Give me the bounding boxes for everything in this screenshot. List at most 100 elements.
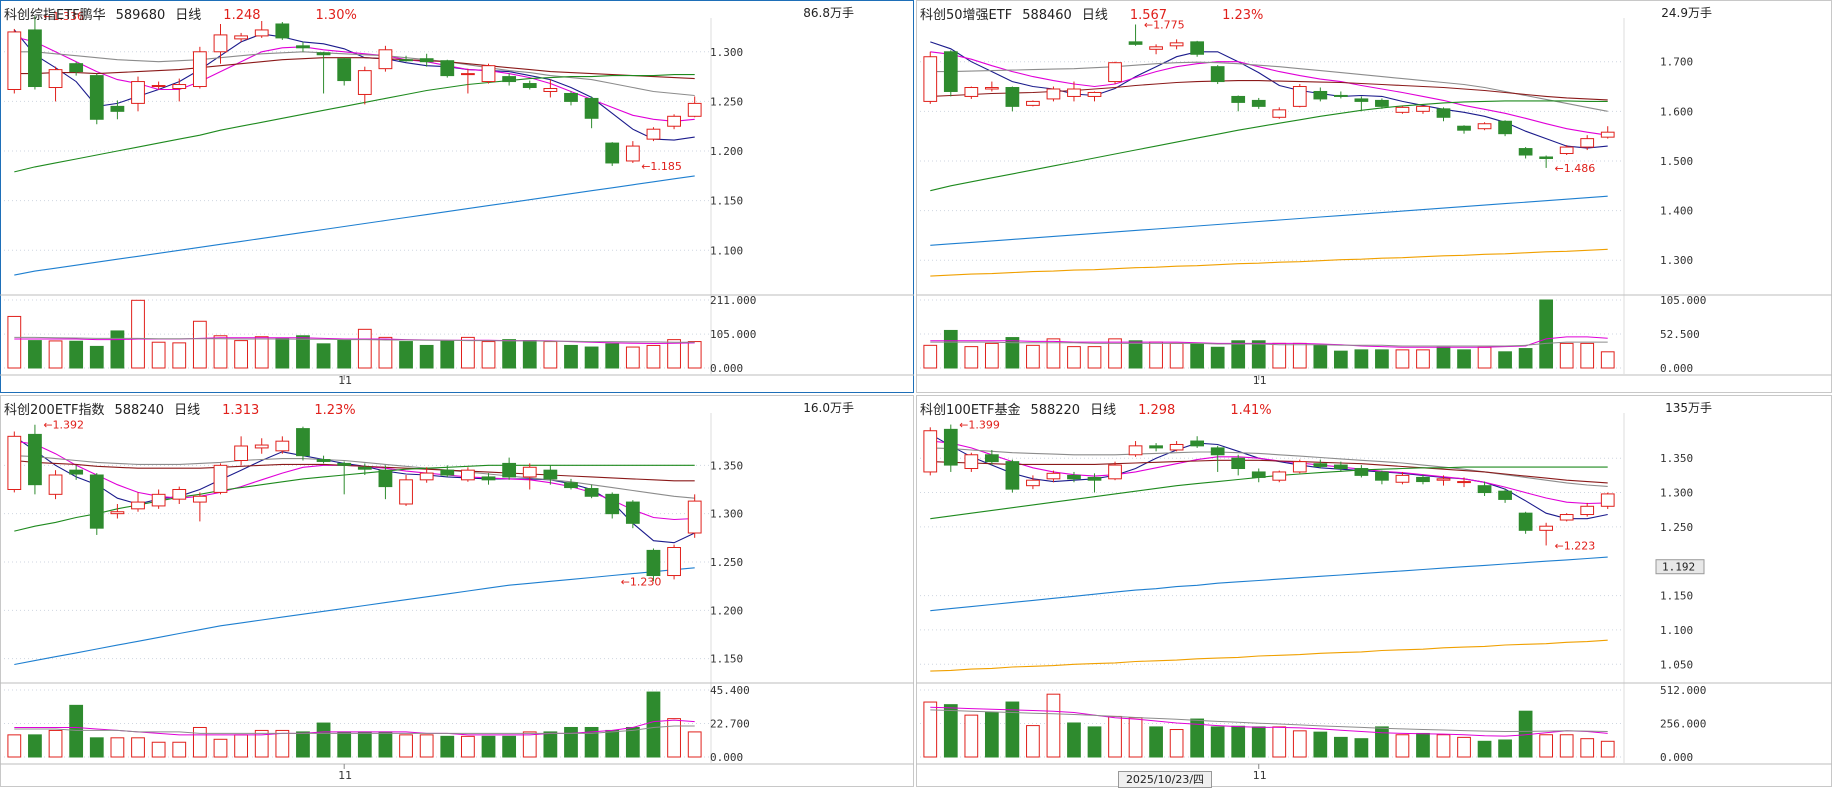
volume-bar[interactable] bbox=[964, 714, 979, 758]
volume-bar[interactable] bbox=[1539, 299, 1554, 369]
volume-bar[interactable] bbox=[1580, 342, 1595, 369]
candle[interactable] bbox=[964, 86, 979, 99]
volume-bar[interactable] bbox=[1210, 726, 1225, 758]
volume-bar[interactable] bbox=[1169, 729, 1184, 758]
volume-bar[interactable] bbox=[584, 346, 599, 369]
candle[interactable] bbox=[984, 449, 999, 466]
kline-chart-svg[interactable]: 1.700 1.600 1.500 1.400 1.300 105.000 52.500 0.… bbox=[916, 0, 1832, 393]
candle[interactable] bbox=[461, 467, 475, 482]
candle[interactable] bbox=[337, 461, 352, 495]
volume-bar[interactable] bbox=[646, 691, 661, 758]
volume-bar[interactable] bbox=[1354, 349, 1369, 369]
candle[interactable] bbox=[923, 427, 938, 476]
volume-bar[interactable] bbox=[110, 330, 125, 369]
candle[interactable] bbox=[1333, 91, 1348, 99]
candle[interactable] bbox=[1108, 61, 1122, 85]
chart-panel-kc200-etf[interactable]: 1.350 1.300 1.250 1.200 1.150 45.400 22.700 0.0… bbox=[0, 395, 914, 787]
candle[interactable] bbox=[1477, 122, 1492, 131]
volume-bar[interactable] bbox=[151, 341, 166, 369]
volume-bar[interactable] bbox=[1354, 738, 1369, 758]
candle[interactable] bbox=[275, 436, 290, 454]
volume-bar[interactable] bbox=[172, 342, 187, 369]
volume-bar[interactable] bbox=[502, 735, 517, 758]
volume-bar[interactable] bbox=[192, 726, 207, 758]
candle[interactable] bbox=[151, 489, 166, 509]
volume-bar[interactable] bbox=[1231, 340, 1246, 369]
volume-bar[interactable] bbox=[984, 342, 999, 369]
candle[interactable] bbox=[1190, 40, 1205, 57]
volume-bar[interactable] bbox=[296, 335, 310, 369]
candle[interactable] bbox=[1539, 155, 1554, 168]
candle[interactable] bbox=[687, 494, 702, 538]
kline-chart-svg[interactable]: 1.350 1.300 1.250 1.200 1.150 45.400 22.700 0.0… bbox=[0, 395, 914, 787]
volume-bar[interactable] bbox=[1005, 337, 1020, 369]
volume-bar[interactable] bbox=[440, 735, 455, 758]
volume-bar[interactable] bbox=[1292, 342, 1307, 369]
candle[interactable] bbox=[337, 57, 352, 86]
volume-bar[interactable] bbox=[964, 346, 979, 369]
candle[interactable] bbox=[1210, 65, 1225, 85]
volume-bar[interactable] bbox=[440, 340, 455, 369]
candle[interactable] bbox=[378, 45, 393, 72]
volume-bar[interactable] bbox=[667, 339, 681, 369]
volume-bar[interactable] bbox=[275, 729, 290, 758]
volume-bar[interactable] bbox=[296, 731, 310, 758]
candle[interactable] bbox=[1580, 502, 1595, 517]
volume-bar[interactable] bbox=[1108, 338, 1122, 369]
volume-bar[interactable] bbox=[605, 729, 620, 758]
candle[interactable] bbox=[419, 53, 434, 67]
volume-bar[interactable] bbox=[1375, 349, 1389, 369]
volume-bar[interactable] bbox=[1190, 342, 1205, 369]
candle[interactable] bbox=[213, 463, 228, 495]
candle[interactable] bbox=[1272, 107, 1287, 119]
volume-bar[interactable] bbox=[1149, 341, 1163, 369]
candle[interactable] bbox=[1333, 461, 1348, 472]
candle[interactable] bbox=[1498, 488, 1512, 503]
volume-bar[interactable] bbox=[461, 336, 475, 369]
candle[interactable] bbox=[923, 51, 938, 104]
volume-bar[interactable] bbox=[172, 741, 187, 758]
chart-panel-kc50-enhanced-etf[interactable]: 1.700 1.600 1.500 1.400 1.300 105.000 52.500 0.… bbox=[916, 0, 1832, 393]
candle[interactable] bbox=[1416, 474, 1430, 485]
candle[interactable] bbox=[522, 80, 537, 90]
volume-bar[interactable] bbox=[419, 734, 434, 758]
volume-bar[interactable] bbox=[1087, 726, 1102, 758]
volume-bar[interactable] bbox=[1108, 715, 1122, 758]
volume-bar[interactable] bbox=[564, 726, 578, 758]
candle[interactable] bbox=[1416, 105, 1430, 114]
volume-bar[interactable] bbox=[1272, 342, 1287, 369]
candle[interactable] bbox=[440, 465, 455, 477]
candle[interactable] bbox=[1272, 470, 1287, 483]
volume-bar[interactable] bbox=[1313, 731, 1328, 758]
candle[interactable] bbox=[943, 424, 958, 472]
candle[interactable] bbox=[943, 50, 958, 97]
volume-bar[interactable] bbox=[1272, 726, 1287, 758]
candle[interactable] bbox=[646, 127, 661, 142]
volume-bar[interactable] bbox=[522, 340, 537, 369]
volume-bar[interactable] bbox=[1457, 349, 1471, 369]
candle[interactable] bbox=[399, 475, 413, 506]
candle[interactable] bbox=[584, 96, 599, 129]
volume-bar[interactable] bbox=[1518, 348, 1533, 369]
volume-bar[interactable] bbox=[943, 329, 958, 369]
volume-bar[interactable] bbox=[337, 338, 352, 369]
candle[interactable] bbox=[192, 492, 207, 522]
candle[interactable] bbox=[1354, 465, 1369, 478]
candle[interactable] bbox=[1518, 147, 1533, 159]
candle[interactable] bbox=[605, 492, 620, 519]
candle[interactable] bbox=[1498, 120, 1512, 137]
volume-bar[interactable] bbox=[234, 734, 248, 758]
candle[interactable] bbox=[440, 59, 455, 78]
volume-bar[interactable] bbox=[378, 336, 393, 369]
volume-bar[interactable] bbox=[1559, 342, 1574, 369]
candle[interactable] bbox=[151, 81, 166, 90]
candle[interactable] bbox=[1559, 513, 1574, 522]
volume-bar[interactable] bbox=[7, 734, 22, 758]
candle[interactable] bbox=[7, 431, 22, 493]
candle[interactable] bbox=[1395, 105, 1410, 114]
candle[interactable] bbox=[296, 41, 310, 52]
candle[interactable] bbox=[1210, 445, 1225, 472]
candle[interactable] bbox=[1477, 481, 1492, 496]
candle[interactable] bbox=[1067, 471, 1081, 483]
volume-bar[interactable] bbox=[1477, 346, 1492, 369]
